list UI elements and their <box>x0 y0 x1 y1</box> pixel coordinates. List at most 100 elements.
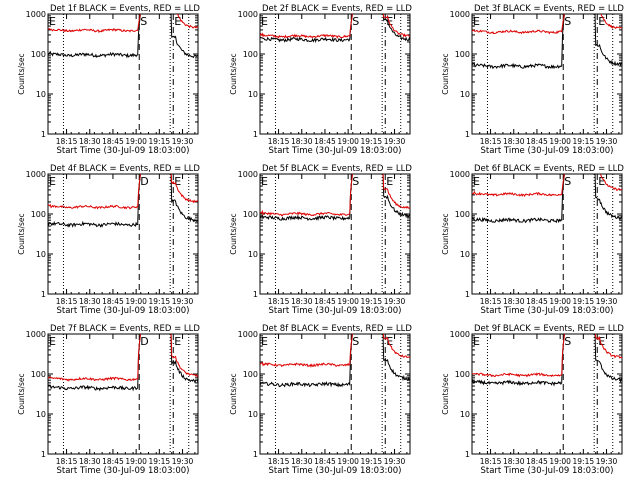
x-tick-label: 19:30 <box>172 297 194 306</box>
y-tick-label: 1000 <box>238 330 258 339</box>
x-axis-label: Start Time (30-Jul-09 18:03:00) <box>57 306 190 316</box>
y-tick-label: 1000 <box>26 330 46 339</box>
y-axis-label: Counts/sec <box>17 53 26 94</box>
marker-label-e: E <box>261 335 268 348</box>
y-tick-label: 1000 <box>238 10 258 19</box>
x-tick-label: 18:30 <box>291 137 313 146</box>
events-series-line <box>260 14 410 44</box>
x-axis-label: Start Time (30-Jul-09 18:03:00) <box>481 146 614 156</box>
x-tick-label: 19:30 <box>384 457 406 466</box>
x-tick-label: 19:30 <box>172 457 194 466</box>
y-tick-label: 100 <box>31 50 46 59</box>
y-tick-label: 1 <box>465 130 470 139</box>
marker-label-e: E <box>174 335 181 348</box>
x-tick-label: 19:30 <box>172 137 194 146</box>
x-tick-label: 19:00 <box>125 457 147 466</box>
panel-8: Det 8f BLACK = Events, RED = LLD 1 10 100 10… <box>229 324 412 476</box>
x-tick-label: 19:15 <box>149 457 171 466</box>
y-axis-label: Counts/sec <box>441 213 450 254</box>
x-tick-label: 18:45 <box>102 137 124 146</box>
lld-series-line <box>48 334 198 382</box>
y-tick-label: 100 <box>243 50 258 59</box>
x-tick-label: 18:15 <box>480 137 502 146</box>
panel-5: Det 5f BLACK = Events, RED = LLD 1 10 100 10… <box>229 164 412 316</box>
marker-label-e: E <box>473 335 480 348</box>
x-tick-label: 19:00 <box>549 137 571 146</box>
x-tick-label: 19:30 <box>596 457 618 466</box>
y-tick-label: 1000 <box>238 170 258 179</box>
plot-frame <box>259 13 411 135</box>
events-series-line <box>472 174 622 224</box>
marker-label-e: E <box>598 15 605 28</box>
x-tick-label: 19:15 <box>149 297 171 306</box>
plot-frame <box>47 333 199 455</box>
x-tick-label: 19:00 <box>337 457 359 466</box>
x-tick-label: 19:15 <box>361 297 383 306</box>
y-axis-label: Counts/sec <box>441 373 450 414</box>
panel-title: Det 9f BLACK = Events, RED = LLD <box>474 324 624 334</box>
x-tick-label: 19:00 <box>549 297 571 306</box>
x-tick-label: 19:00 <box>125 137 147 146</box>
panel-title: Det 5f BLACK = Events, RED = LLD <box>262 164 412 174</box>
y-tick-label: 1 <box>41 130 46 139</box>
marker-label-e: E <box>473 15 480 28</box>
x-tick-label: 19:00 <box>125 297 147 306</box>
panel-6: Det 6f BLACK = Events, RED = LLD 1 10 100 10… <box>441 164 624 316</box>
y-tick-label: 1 <box>41 450 46 459</box>
marker-label-s: S <box>352 335 359 348</box>
y-tick-label: 1000 <box>450 10 470 19</box>
x-axis-label: Start Time (30-Jul-09 18:03:00) <box>481 466 614 476</box>
panel-3: Det 3f BLACK = Events, RED = LLD 1 10 100 10… <box>441 4 624 156</box>
x-tick-label: 19:00 <box>337 137 359 146</box>
marker-label-s: S <box>564 15 571 28</box>
y-tick-label: 10 <box>36 250 46 259</box>
x-tick-label: 18:15 <box>56 297 78 306</box>
x-tick-label: 18:45 <box>314 297 336 306</box>
y-tick-label: 100 <box>243 210 258 219</box>
x-axis-label: Start Time (30-Jul-09 18:03:00) <box>57 466 190 476</box>
y-tick-label: 10 <box>248 250 258 259</box>
marker-label-e: E <box>49 335 56 348</box>
marker-label-e: E <box>261 15 268 28</box>
y-tick-label: 10 <box>248 90 258 99</box>
marker-label-e: E <box>598 335 605 348</box>
marker-label-s: S <box>352 175 359 188</box>
x-tick-label: 19:15 <box>149 137 171 146</box>
y-tick-label: 1000 <box>450 330 470 339</box>
lld-series-line <box>48 174 198 210</box>
marker-label-e: E <box>386 15 393 28</box>
marker-label-e: E <box>49 15 56 28</box>
y-tick-label: 100 <box>31 210 46 219</box>
y-tick-label: 10 <box>460 410 470 419</box>
plot-frame <box>47 13 199 135</box>
events-series-line <box>472 334 622 387</box>
x-tick-label: 18:45 <box>526 137 548 146</box>
y-axis-label: Counts/sec <box>229 373 238 414</box>
y-tick-label: 1000 <box>26 170 46 179</box>
plot-frame <box>47 173 199 295</box>
marker-label-e: E <box>386 335 393 348</box>
marker-label-e: E <box>174 15 181 28</box>
panel-1: Det 1f BLACK = Events, RED = LLD 1 10 100 10… <box>17 4 200 156</box>
panel-7: Det 7f BLACK = Events, RED = LLD 1 10 100 10… <box>17 324 200 476</box>
y-axis-label: Counts/sec <box>17 373 26 414</box>
x-axis-label: Start Time (30-Jul-09 18:03:00) <box>269 466 402 476</box>
y-tick-label: 100 <box>455 210 470 219</box>
x-tick-label: 18:30 <box>503 457 525 466</box>
x-axis-label: Start Time (30-Jul-09 18:03:00) <box>57 146 190 156</box>
x-tick-label: 18:30 <box>79 137 101 146</box>
y-tick-label: 10 <box>36 410 46 419</box>
x-tick-label: 18:30 <box>291 297 313 306</box>
y-tick-label: 100 <box>455 370 470 379</box>
marker-label-e: E <box>386 175 393 188</box>
y-axis-label: Counts/sec <box>441 53 450 94</box>
marker-label-e: E <box>49 175 56 188</box>
x-tick-label: 19:15 <box>573 457 595 466</box>
x-tick-label: 19:30 <box>384 137 406 146</box>
x-tick-label: 18:30 <box>291 457 313 466</box>
y-tick-label: 10 <box>460 250 470 259</box>
y-tick-label: 10 <box>460 90 470 99</box>
x-tick-label: 18:45 <box>526 457 548 466</box>
y-tick-label: 1 <box>41 290 46 299</box>
